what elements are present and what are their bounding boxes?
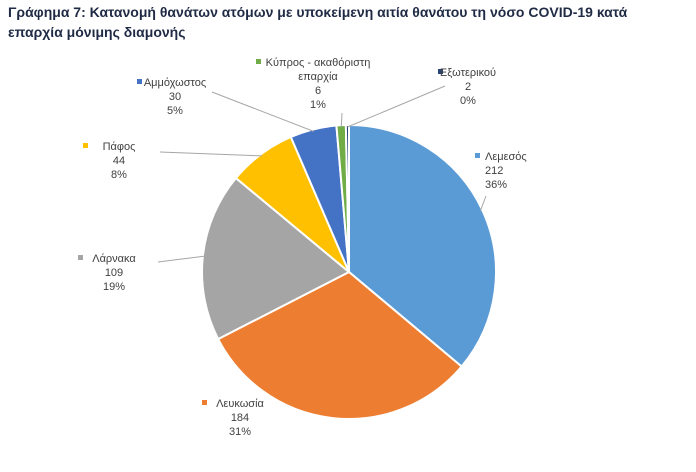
chart-title-line-2: επαρχία μόνιμης διαμονής	[8, 24, 186, 40]
data-label-6: Κύπρος - ακαθόριστη επαρχία 6 1%	[256, 57, 370, 111]
slice-label-value: 212	[485, 165, 503, 177]
leader-line-4	[159, 151, 263, 157]
slice-label-name: Λεμεσός	[485, 151, 527, 163]
slice-label-percent: 0%	[460, 95, 476, 107]
leader-lines	[157, 85, 487, 263]
slice-label-name: επαρχία	[298, 71, 338, 83]
slice-label-name: Κύπρος - ακαθόριστη	[266, 57, 371, 69]
slice-label-percent: 5%	[167, 105, 183, 117]
data-label-7: Εξωτερικού 2 0%	[438, 67, 496, 107]
pie-slices	[201, 123, 497, 420]
data-labels: Λεμεσός 212 36% Λευκωσία 184 31% Λάρνακα 109 19%…	[78, 57, 527, 438]
slice-label-percent: 31%	[229, 426, 251, 438]
pie-slice-7	[344, 123, 350, 273]
data-label-4: Πάφος 44 8%	[83, 141, 135, 181]
leader-line-3	[157, 255, 205, 263]
slice-label-name: Λάρνακα	[92, 253, 136, 265]
slice-label-percent: 8%	[111, 169, 127, 181]
legend-marker-2	[202, 400, 207, 405]
slice-label-percent: 1%	[310, 99, 326, 111]
slice-label-name: Λευκωσία	[216, 398, 264, 410]
legend-marker-6	[256, 59, 261, 64]
slice-label-value: 44	[113, 155, 125, 167]
legend-marker-4	[83, 143, 88, 148]
legend-marker-3	[78, 255, 83, 260]
slice-label-percent: 19%	[103, 281, 125, 293]
chart-title-line-1: Γράφημα 7: Κατανομή θανάτων ατόμων με υπ…	[8, 4, 628, 20]
data-label-2: Λευκωσία 184 31%	[202, 398, 265, 438]
slice-label-value: 30	[169, 91, 181, 103]
slice-label-value: 6	[315, 85, 321, 97]
slice-label-name: Αμμόχωστος	[144, 77, 206, 89]
chart-title: Γράφημα 7: Κατανομή θανάτων ατόμων με υπ…	[8, 2, 688, 42]
data-label-1: Λεμεσός 212 36%	[475, 151, 527, 191]
slice-label-value: 2	[465, 81, 471, 93]
leader-line-5	[211, 91, 314, 132]
data-label-5: Αμμόχωστος 30 5%	[137, 77, 206, 117]
slice-label-value: 184	[231, 412, 249, 424]
data-label-3: Λάρνακα 109 19%	[78, 253, 136, 293]
legend-marker-5	[137, 79, 142, 84]
leader-line-1	[479, 195, 487, 211]
leader-line-7	[347, 85, 446, 128]
legend-marker-1	[475, 153, 480, 158]
slice-label-name: Πάφος	[103, 141, 136, 153]
slice-label-percent: 36%	[485, 179, 507, 191]
slice-label-value: 109	[105, 267, 123, 279]
slice-label-name: Εξωτερικού	[440, 67, 496, 79]
leader-line-6	[340, 112, 343, 128]
pie-slice-1	[348, 123, 497, 368]
legend-marker-7	[438, 69, 443, 74]
